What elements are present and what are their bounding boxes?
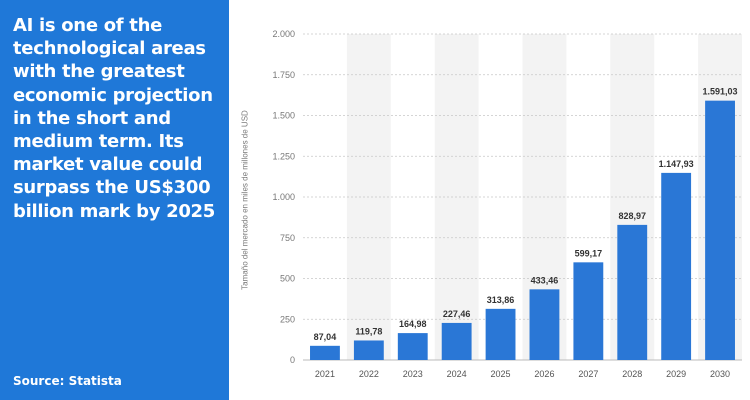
bar — [617, 224, 648, 360]
bar — [705, 100, 735, 360]
chart-area: 0 250 500 750 1.000 1.250 1.500 1.750 2.000 87,04… — [229, 0, 750, 400]
y-axis-label: Tamaño del mercado en miles de millones … — [240, 110, 250, 290]
data-label: 164,98 — [399, 319, 427, 329]
y-tick-label: 1.000 — [272, 192, 295, 202]
y-tick-label: 1.250 — [272, 151, 295, 161]
x-tick-label: 2028 — [622, 369, 642, 379]
y-tick-label: 250 — [280, 314, 295, 324]
bar — [353, 340, 384, 360]
x-tick-label: 2023 — [403, 369, 423, 379]
bar — [310, 345, 340, 360]
y-tick-label: 500 — [280, 274, 295, 284]
bar — [573, 262, 604, 360]
x-tick-label: 2021 — [315, 369, 335, 379]
y-tick-label: 1.750 — [272, 70, 295, 80]
y-tick-label: 750 — [280, 233, 295, 243]
side-panel: AI is one of the technological areas wit… — [0, 0, 229, 400]
data-label: 87,04 — [314, 332, 337, 342]
bar — [397, 333, 428, 360]
y-tick-label: 2.000 — [272, 29, 295, 39]
x-tick-label: 2025 — [491, 369, 511, 379]
bar — [485, 308, 516, 360]
data-label: 1.591,03 — [703, 87, 738, 97]
y-tick-label: 1.500 — [272, 111, 295, 121]
x-tick-label: 2030 — [710, 369, 730, 379]
data-label: 313,86 — [487, 295, 515, 305]
bar — [529, 289, 560, 360]
headline: AI is one of the technological areas wit… — [13, 15, 216, 222]
data-label: 119,78 — [355, 326, 382, 336]
data-label: 1.147,93 — [659, 159, 694, 169]
x-tick-label: 2027 — [578, 369, 598, 379]
data-label: 227,46 — [443, 309, 471, 319]
x-tick-label: 2026 — [534, 369, 554, 379]
data-label: 828,97 — [618, 211, 646, 221]
source-label: Source: Statista — [13, 374, 122, 388]
bar-chart: 0 250 500 750 1.000 1.250 1.500 1.750 2.000 87,04… — [272, 29, 742, 379]
x-tick-label: 2029 — [666, 369, 686, 379]
x-tick-label: 2024 — [447, 369, 467, 379]
x-tick-label: 2022 — [359, 369, 379, 379]
bar — [661, 172, 692, 360]
y-tick-label: 0 — [290, 355, 295, 365]
data-label: 599,17 — [575, 248, 603, 258]
bar — [441, 322, 472, 360]
data-label: 433,46 — [531, 275, 559, 285]
